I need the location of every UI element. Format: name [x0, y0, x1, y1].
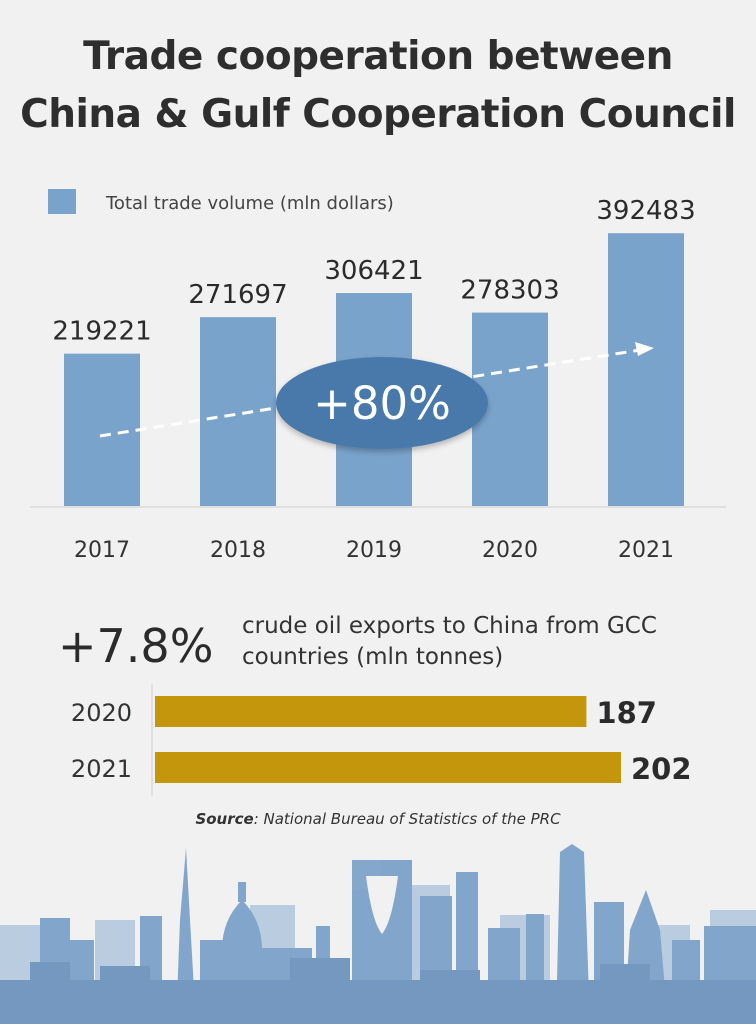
trade-bar-2018	[200, 317, 276, 506]
growth-annotation: +80%	[313, 377, 451, 430]
oil-description-line-2: countries (mln tonnes)	[242, 644, 503, 670]
trade-value-label-2019: 306421	[324, 256, 423, 286]
title-line-1: Trade cooperation between	[83, 34, 673, 79]
trade-value-label-2018: 271697	[188, 280, 287, 310]
source-note: Source: National Bureau of Statistics of…	[0, 810, 756, 828]
oil-year-label-2020: 2020	[71, 699, 132, 727]
title-line-2: China & Gulf Cooperation Council	[20, 92, 736, 137]
oil-value-label-2020: 187	[596, 696, 657, 730]
oil-year-label-2021: 2021	[71, 755, 132, 783]
oil-exports-chart: +7.8% crude oil exports to China from GC…	[58, 613, 692, 796]
oil-growth-headline: +7.8%	[58, 619, 213, 673]
year-tick-label-2019: 2019	[346, 538, 402, 563]
year-tick-label-2017: 2017	[74, 538, 130, 563]
trade-value-label-2017: 219221	[52, 317, 151, 347]
trade-bar-2017	[64, 353, 140, 506]
oil-value-label-2021: 202	[631, 752, 692, 786]
oil-description-line-1: crude oil exports to China from GCC	[242, 613, 657, 639]
trade-volume-chart: Total trade volume (mln dollars) 219221 2…	[30, 189, 726, 563]
trade-bar-2021	[608, 233, 684, 507]
year-tick-label-2021: 2021	[618, 538, 674, 563]
legend-swatch	[48, 189, 76, 214]
oil-bar-2020	[155, 696, 587, 727]
legend-label: Total trade volume (mln dollars)	[105, 193, 394, 214]
year-tick-label-2020: 2020	[482, 538, 538, 563]
source-label: Source	[195, 810, 254, 828]
city-skyline-illustration	[0, 844, 756, 1024]
infographic-title: Trade cooperation between China & Gulf C…	[0, 28, 756, 144]
growth-oval	[276, 357, 488, 449]
trend-arrowhead	[635, 342, 654, 356]
trade-value-label-2020: 278303	[460, 276, 559, 306]
year-tick-label-2018: 2018	[210, 538, 266, 563]
source-text: : National Bureau of Statistics of the P…	[253, 810, 561, 828]
oil-bar-2021	[155, 752, 621, 783]
trade-value-label-2021: 392483	[596, 196, 695, 226]
